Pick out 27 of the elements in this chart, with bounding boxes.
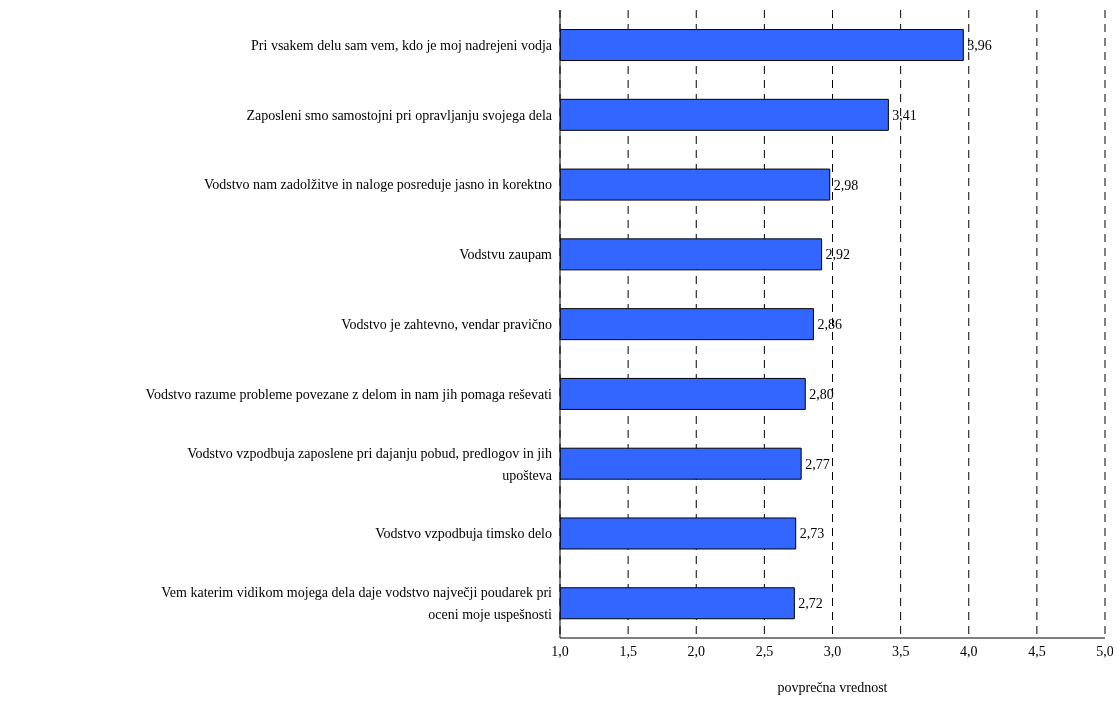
y-tick-label: Vodstvo nam zadolžitve in naloge posreduje jasno in korektno [203,176,552,192]
y-tick-label: Vodstvo vzpodbuja zaposlene pri dajanju pobud, predlogov in jih upošteva [187,445,553,483]
y-tick-label: Zaposleni smo samostojni pri opravljanju svojega dela [246,107,553,123]
y-tick-label: Vodstvo razume probleme povezane z delom in nam jih pomaga reševati [145,386,553,402]
y-tick-label: Vodstvo vzpodbuja timsko delo [375,525,552,541]
data-label: 3,41 [892,107,917,123]
x-tick-label: 4,5 [1028,643,1046,659]
x-tick-label: 4,0 [960,643,978,659]
x-tick-label: 1,5 [619,643,637,659]
data-label: 2,98 [833,177,859,193]
x-tick-label: 1,0 [551,643,569,659]
data-label: 2,92 [825,247,851,263]
x-tick-label: 2,5 [755,643,774,659]
y-tick-label: Vodstvu zaupam [459,246,553,262]
data-label: 3,96 [967,38,992,54]
data-label: 2,77 [805,456,830,472]
data-label: 2,72 [798,596,823,612]
data-label: 2,73 [799,526,825,542]
x-tick-label: 3,0 [823,643,842,659]
y-tick-label: Vodstvo je zahtevno, vendar pravično [341,316,552,332]
x-tick-label: 5,0 [1096,643,1114,659]
data-label: 2,86 [817,317,842,333]
x-axis-title: povprečna vrednost [777,680,888,695]
x-tick-label: 2,0 [687,643,705,659]
y-tick-label: Pri vsakem delu sam vem, kdo je moj nadrejeni vodja [251,37,553,53]
y-tick-label: Vem katerim vidikom mojega dela daje vodstvo največji poudarek pri oceni moje uspešnosti [161,584,553,622]
x-tick-label: 3,5 [891,643,910,659]
